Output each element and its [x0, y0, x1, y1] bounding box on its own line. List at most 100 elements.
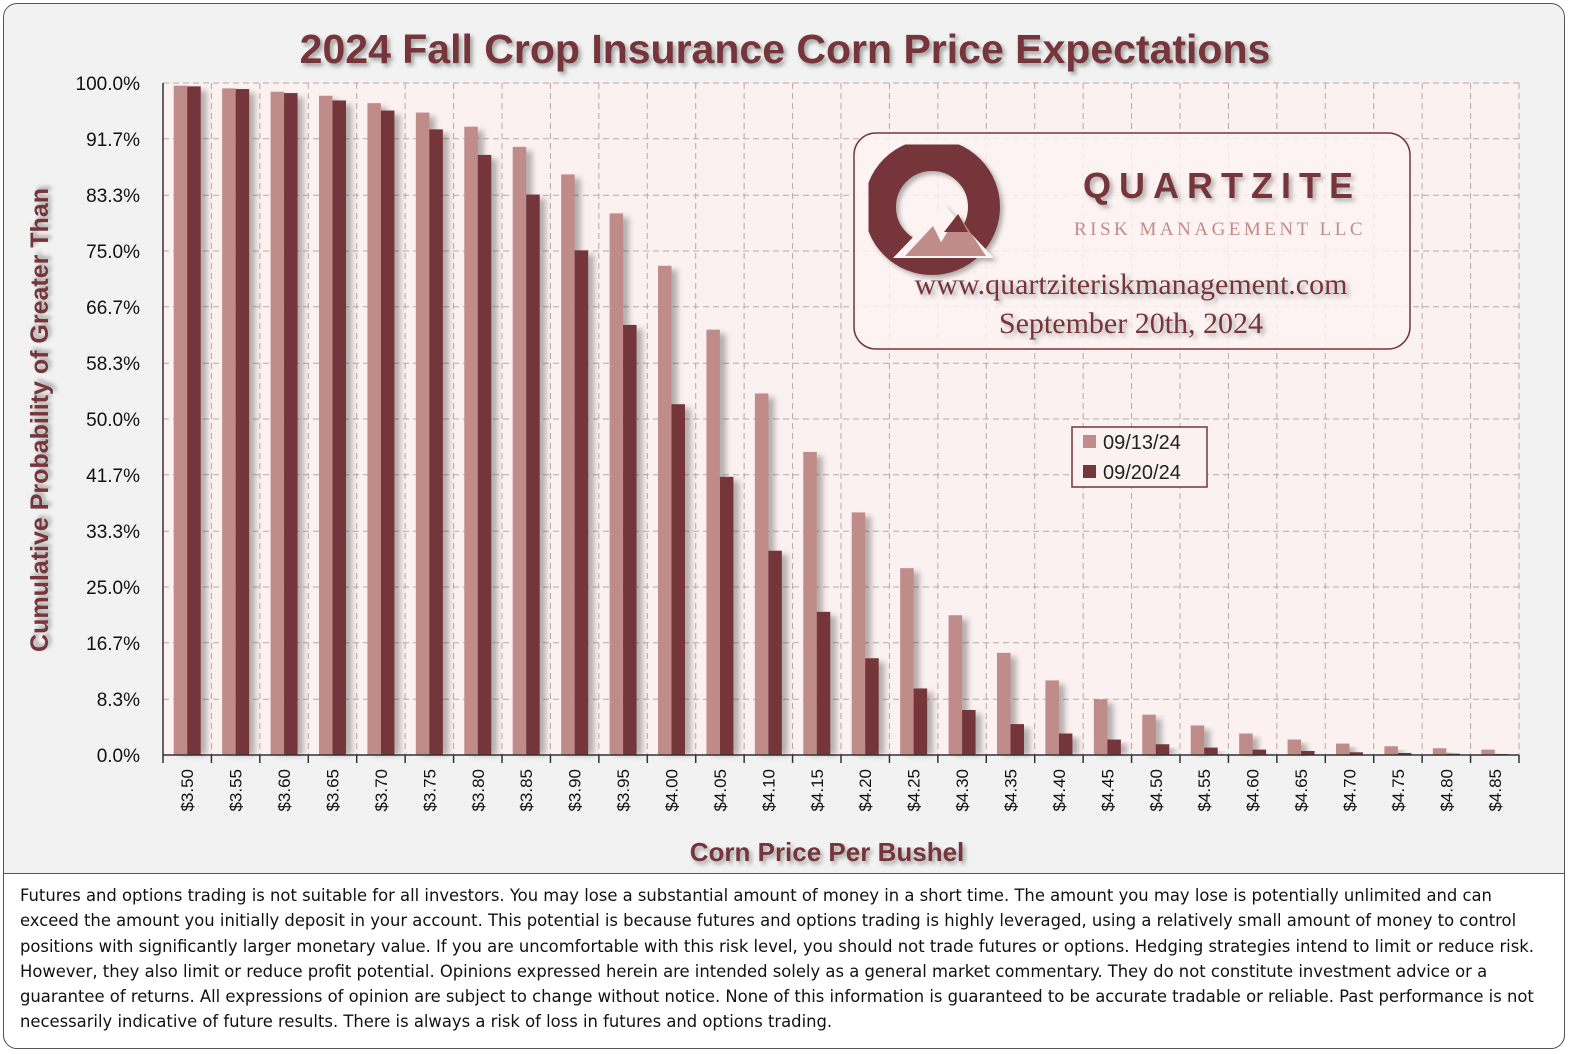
bar-091324-4_10 [754, 393, 769, 755]
bar-091324-4_70 [1336, 743, 1350, 755]
bar-092024-3_60 [284, 93, 298, 755]
bar-092024-3_65 [332, 100, 346, 756]
bar-091324-4_75 [1384, 746, 1398, 755]
x-tick-label: $3.85 [517, 769, 536, 812]
x-tick-label: $4.20 [856, 769, 875, 812]
bar-091324-4_45 [1093, 699, 1108, 755]
bar-091324-4_40 [1045, 680, 1059, 755]
bar-092024-3_90 [574, 250, 589, 755]
bar-091324-4_15 [803, 451, 817, 755]
x-tick-label: $4.00 [663, 769, 682, 812]
legend-label-0913: 09/13/24 [1103, 432, 1181, 454]
bar-091324-4_60 [1239, 733, 1253, 755]
legend-swatch-0913 [1083, 435, 1096, 448]
bar-092024-4_55 [1204, 747, 1218, 755]
y-tick-label: 66.7% [86, 298, 140, 319]
y-tick-label: 33.3% [86, 522, 140, 543]
y-tick-label: 50.0% [86, 410, 140, 431]
y-tick-label: 8.3% [97, 690, 140, 711]
y-tick-label: 83.3% [86, 186, 140, 207]
bar-092024-3_75 [429, 129, 443, 756]
chart-canvas: 2024 Fall Crop Insurance Corn Price Expe… [26, 26, 1520, 867]
bar-091324-4_25 [900, 568, 914, 755]
quartzite-logo-icon [864, 139, 1000, 275]
bar-092024-3_50 [187, 86, 201, 756]
logo-company-name: QUARTZITE [1083, 165, 1361, 206]
y-tick-label: 16.7% [86, 634, 140, 655]
legend-label-0920: 09/20/24 [1103, 462, 1181, 484]
x-tick-label: $3.75 [420, 769, 439, 812]
bar-092024-4_00 [671, 404, 685, 755]
bar-091324-4_35 [997, 652, 1011, 755]
bar-092024-4_30 [962, 709, 976, 755]
legend: 09/13/24 09/20/24 [1071, 426, 1208, 488]
logo-website: www.quartziteriskmanagement.com [915, 268, 1348, 301]
bar-091324-3_60 [270, 91, 285, 755]
x-tick-label: $4.05 [711, 769, 730, 812]
x-tick-label: $4.30 [953, 769, 972, 812]
disclaimer-text: Futures and options trading is not suita… [3, 873, 1565, 1049]
y-tick-label: 25.0% [86, 578, 140, 599]
bar-091324-3_80 [464, 126, 478, 756]
x-tick-label: $3.80 [469, 769, 488, 812]
x-tick-label: $4.80 [1437, 769, 1456, 812]
y-tick-label: 75.0% [86, 242, 140, 263]
bar-092024-4_40 [1058, 733, 1073, 755]
bar-091324-3_95 [609, 213, 624, 756]
x-tick-label: $4.35 [1002, 769, 1021, 812]
legend-swatch-0920 [1083, 465, 1096, 478]
bar-092024-4_60 [1252, 749, 1267, 755]
x-tick-label: $4.75 [1389, 769, 1408, 812]
bar-092024-4_65 [1301, 750, 1315, 755]
bar-092024-4_20 [865, 658, 879, 755]
bar-092024-4_15 [816, 611, 831, 755]
bar-092024-4_05 [719, 476, 734, 755]
bar-091324-4_50 [1142, 714, 1156, 755]
x-tick-label: $3.55 [227, 769, 246, 812]
x-tick-label: $4.70 [1341, 769, 1360, 812]
x-tick-label: $4.25 [905, 769, 924, 812]
y-tick-label: 58.3% [86, 354, 140, 375]
chart-title: 2024 Fall Crop Insurance Corn Price Expe… [300, 26, 1271, 72]
bar-091324-4_30 [948, 615, 963, 755]
x-tick-label: $3.50 [178, 769, 197, 812]
bar-091324-3_65 [319, 95, 333, 755]
bar-092024-4_50 [1155, 744, 1170, 755]
bar-091324-3_85 [512, 146, 527, 756]
x-axis-label: Corn Price Per Bushel [690, 837, 965, 867]
bar-091324-4_65 [1287, 739, 1302, 755]
bar-092024-4_45 [1107, 739, 1121, 755]
y-tick-label: 100.0% [76, 74, 141, 95]
bar-091324-4_55 [1190, 725, 1205, 755]
bar-092024-4_75 [1397, 752, 1412, 755]
bar-092024-4_35 [1010, 724, 1024, 755]
x-tick-label: $4.50 [1147, 769, 1166, 812]
x-tick-label: $4.10 [759, 769, 778, 812]
bar-092024-3_70 [380, 110, 395, 755]
bar-092024-4_25 [913, 688, 928, 755]
bar-091324-3_75 [415, 112, 430, 756]
bar-092024-4_70 [1349, 752, 1363, 755]
bars [173, 85, 1509, 756]
y-tick-labels: 100.0% 91.7% 83.3% 75.0% 66.7% 58.3% 50.0% 41.7… [76, 74, 141, 767]
x-tick-label: $4.40 [1050, 769, 1069, 812]
bar-092024-3_55 [235, 89, 250, 756]
bar-091324-3_55 [222, 88, 236, 756]
axes [162, 83, 1520, 763]
bar-092024-3_85 [526, 194, 540, 755]
y-tick-label: 41.7% [86, 466, 140, 487]
bar-092024-3_80 [477, 154, 492, 756]
y-axis-label: Cumulative Probability of Greater Than [26, 188, 54, 652]
x-tick-label: $3.60 [275, 769, 294, 812]
bar-091324-4_05 [706, 329, 720, 755]
bar-091324-3_70 [367, 103, 381, 755]
x-tick-label: $3.95 [614, 769, 633, 812]
logo-subtitle: RISK MANAGEMENT LLC [1074, 219, 1366, 240]
logo-date: September 20th, 2024 [999, 307, 1263, 340]
x-tick-label: $4.65 [1292, 769, 1311, 812]
bar-092024-4_10 [768, 550, 782, 755]
x-tick-label: $4.85 [1486, 769, 1505, 812]
x-tick-labels: $3.50 $3.55 $3.60 $3.65 $3.70 $3.75 $3.80 $3.85… [178, 769, 1505, 812]
bar-091324-3_50 [173, 85, 188, 756]
bar-091324-3_90 [561, 174, 575, 756]
